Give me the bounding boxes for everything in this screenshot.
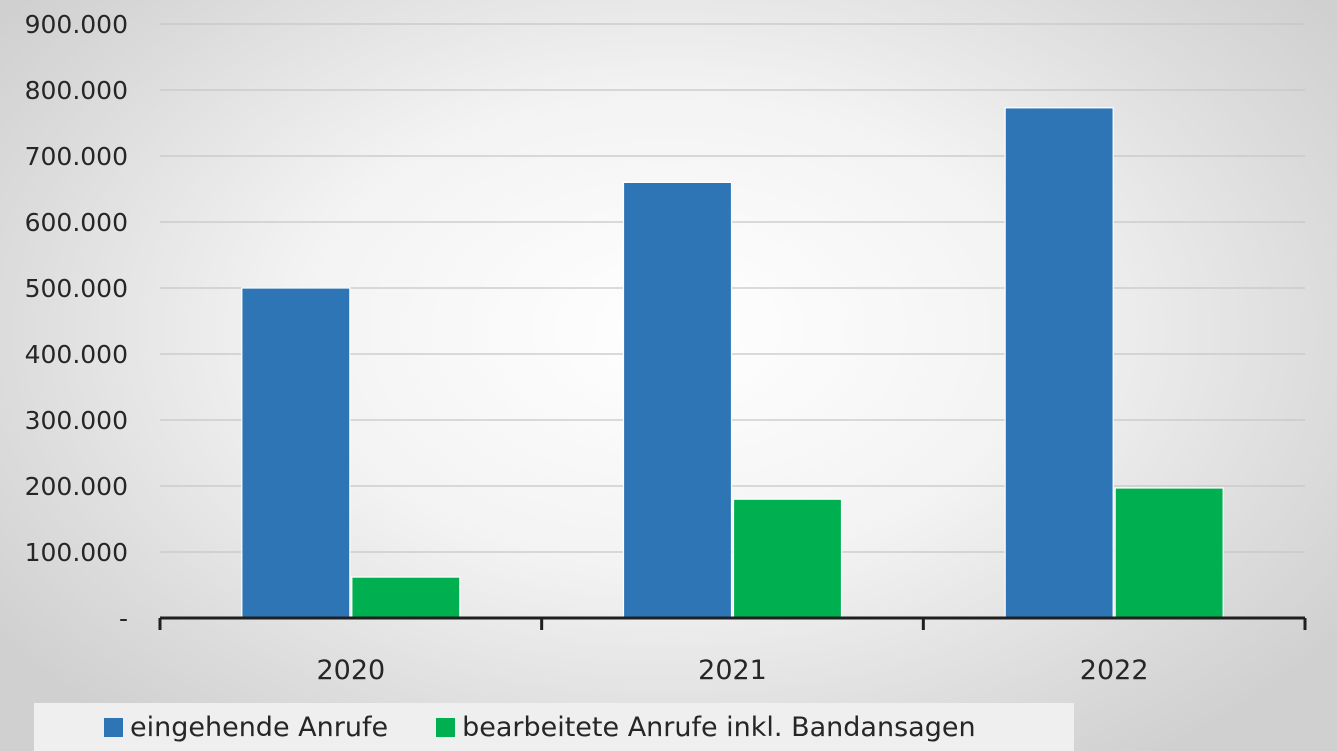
y-tick-label: 100.000 [25,538,128,567]
gridlines [160,23,1305,553]
y-axis-tick-labels: - 100.000 200.000 300.000 400.000 500.000 600.… [25,10,128,633]
y-tick-label: 500.000 [25,274,128,303]
y-tick-label: 800.000 [25,76,128,105]
legend-label: bearbeitete Anrufe inkl. Bandansagen [462,711,976,743]
legend-label: eingehende Anrufe [130,711,389,743]
x-axis [158,616,1307,630]
y-tick-label: 900.000 [25,10,128,39]
legend-item-bearbeitete-anrufe: bearbeitete Anrufe inkl. Bandansagen [436,712,976,743]
legend-swatch-blue [104,717,123,737]
x-category-label: 2020 [316,655,385,686]
bar-eingehende-anrufe-2022 [1004,107,1114,619]
y-tick-label: 600.000 [25,208,128,237]
x-category-label: 2022 [1080,655,1149,686]
y-tick-label: 200.000 [25,472,128,501]
bar-eingehende-anrufe-2020 [241,287,351,619]
x-axis-category-labels: 2020 2021 2022 [316,655,1148,686]
y-tick-label: 300.000 [25,406,128,435]
bar-bearbeitete-anrufe-2020 [351,576,461,619]
x-category-label: 2021 [698,655,767,686]
legend: eingehende Anrufe bearbeitete Anrufe ink… [34,703,1074,751]
bar-bearbeitete-anrufe-2021 [732,498,843,619]
legend-item-eingehende-anrufe: eingehende Anrufe [104,712,388,743]
y-tick-label: 400.000 [25,340,128,369]
bars [241,107,1224,619]
y-tick-label: - [119,604,128,633]
y-tick-label: 700.000 [25,142,128,171]
bar-eingehende-anrufe-2021 [622,181,733,619]
bar-bearbeitete-anrufe-2022 [1114,487,1224,619]
legend-swatch-green [436,717,456,737]
